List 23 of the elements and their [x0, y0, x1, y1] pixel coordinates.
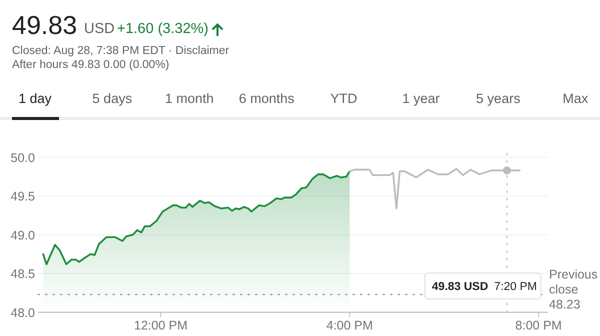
- text: 1 month: [165, 91, 214, 106]
- annotation: 49.83 USD 7:20 PM: [432, 281, 538, 293]
- chart-title: 49.83: [12, 10, 78, 40]
- y-tick-label: 50.0: [10, 150, 36, 165]
- text: After hours 49.83 0.00 (0.00%): [12, 59, 170, 71]
- text: USD: [84, 21, 115, 37]
- text: 1 year: [402, 91, 440, 106]
- y-tick-label: 49.5: [10, 190, 36, 204]
- text: YTD: [330, 91, 358, 106]
- x-tick-label: 8:00 PM: [515, 318, 562, 332]
- ref-line-label: Previous close 48.23: [549, 267, 598, 312]
- x-tick-label: 12:00 PM: [134, 318, 188, 332]
- text: Max: [562, 91, 588, 106]
- text: Closed: Aug 28, 7:38 PM EDT · Disclaimer: [12, 45, 230, 57]
- y-tick-label: 48.0: [10, 306, 36, 320]
- text: 5 years: [476, 91, 521, 106]
- x-tick-label: 4:00 PM: [326, 318, 373, 332]
- y-tick-label: 48.5: [10, 267, 36, 282]
- text: 5 days: [92, 91, 132, 106]
- text: 6 months: [238, 91, 295, 106]
- text: 1 day: [18, 91, 52, 106]
- text: +1.60 (3.32%): [117, 21, 208, 37]
- y-tick-label: 49.0: [10, 228, 36, 242]
